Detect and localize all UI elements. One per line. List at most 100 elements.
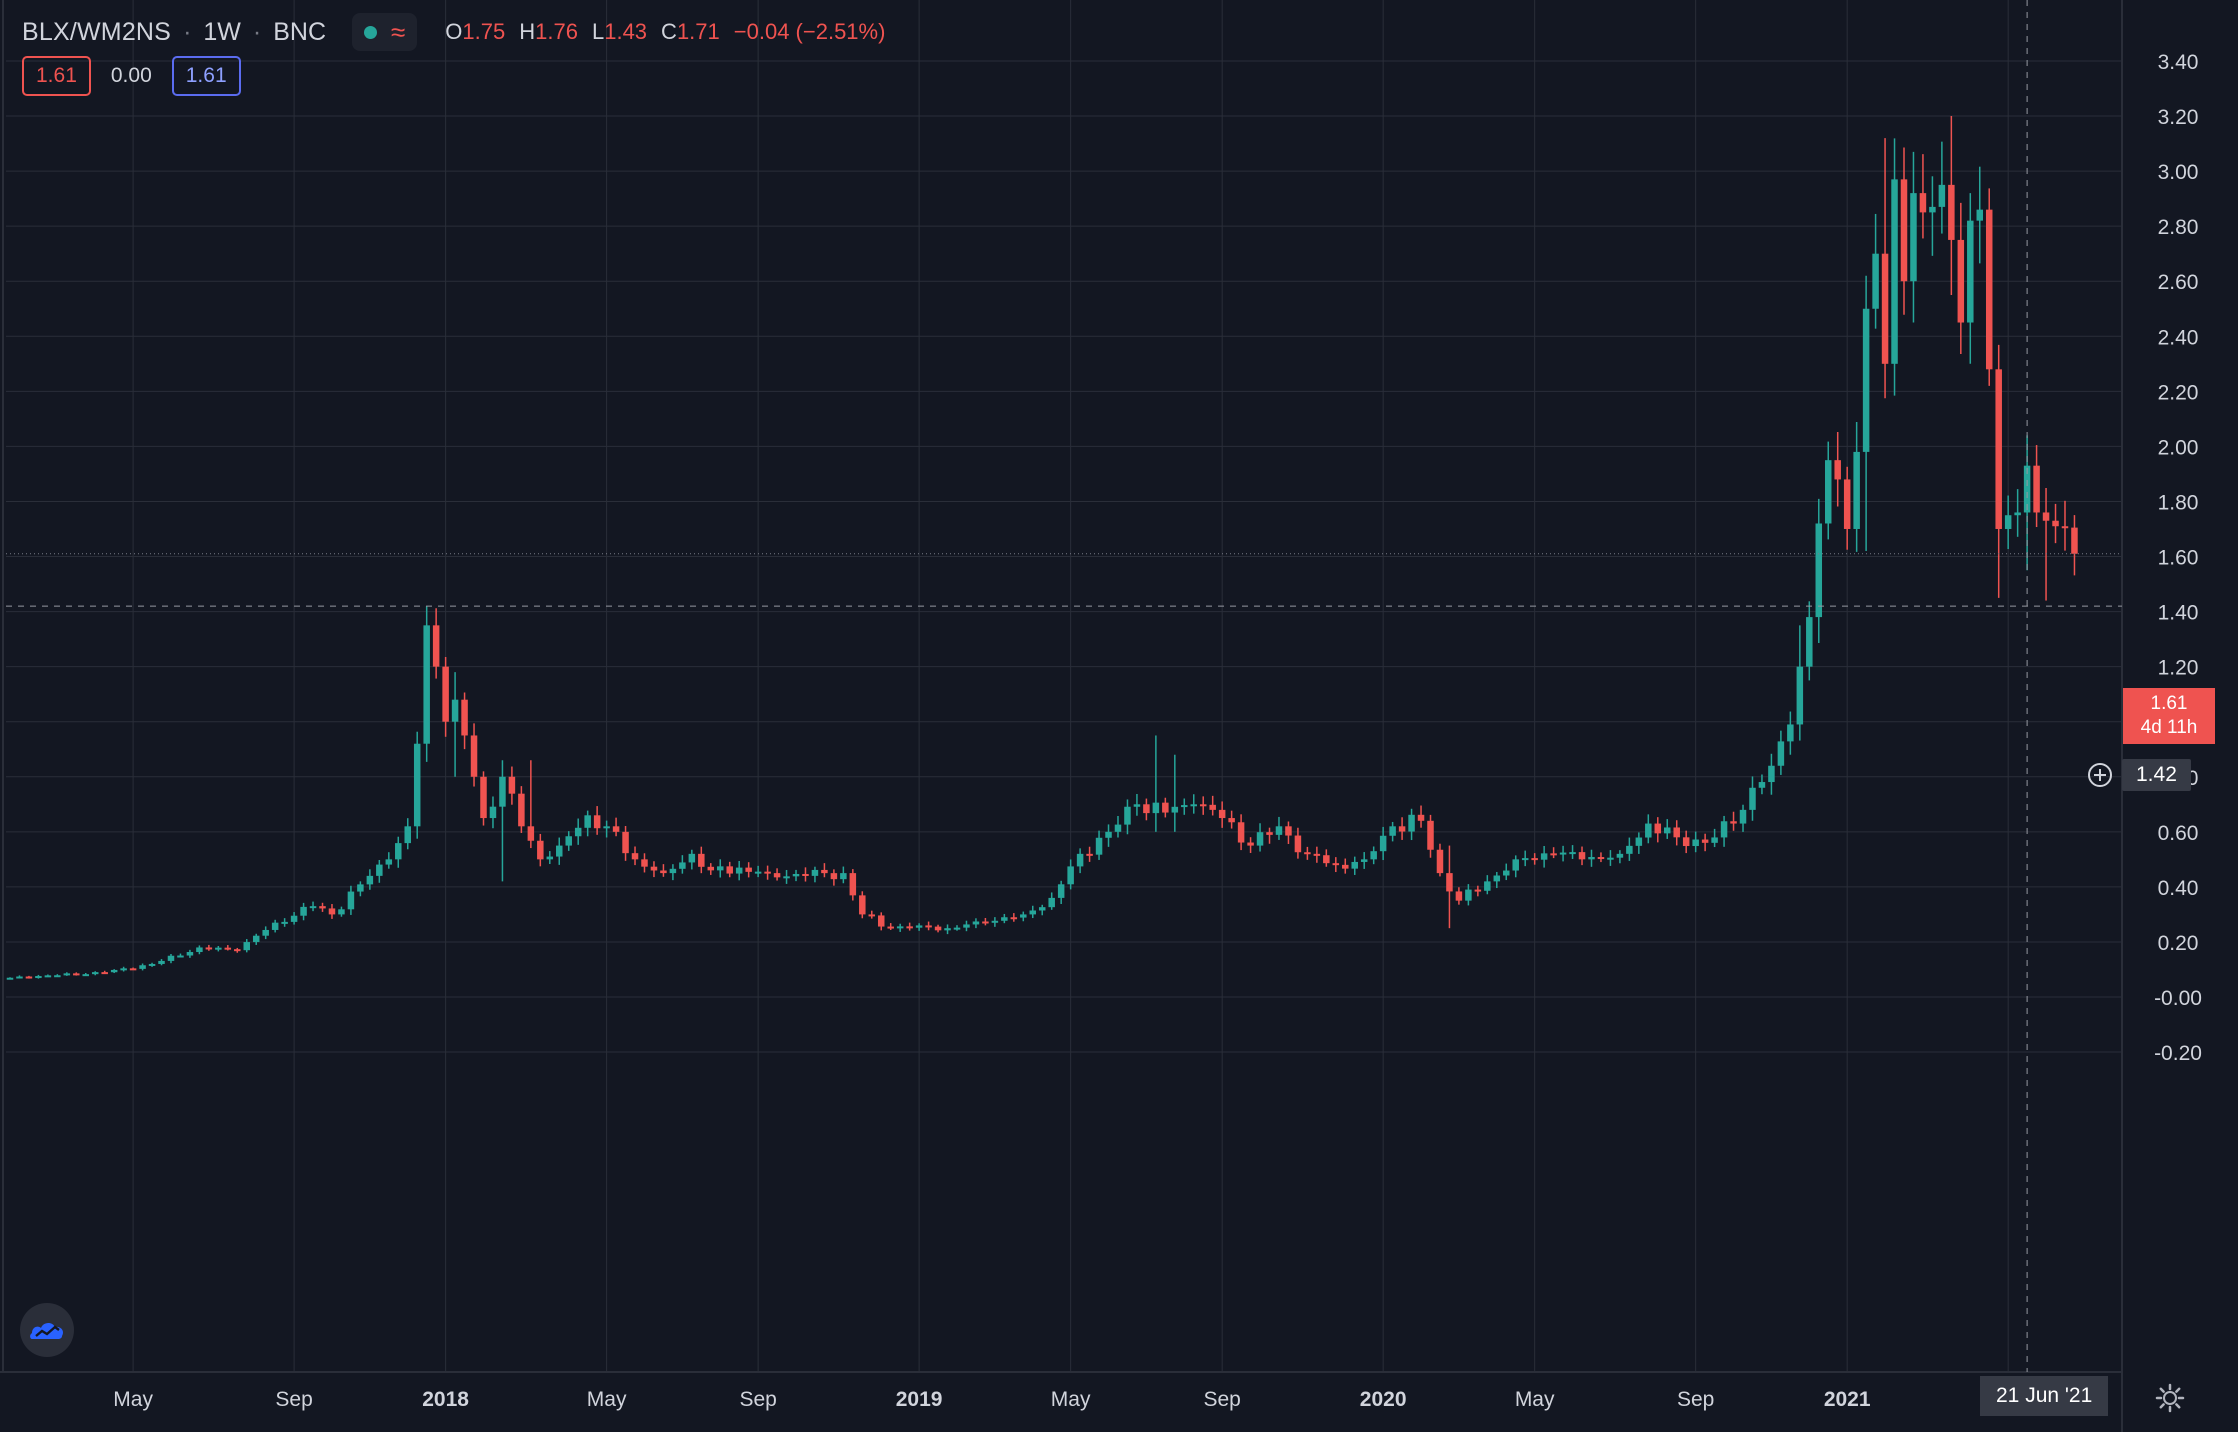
candle-body: [688, 853, 696, 863]
candle-body: [167, 955, 175, 961]
candle-body: [16, 976, 23, 979]
candle-body: [972, 921, 980, 925]
candle-body: [925, 925, 932, 928]
candle-body: [1777, 741, 1785, 766]
candle-body: [2004, 515, 2012, 529]
candle-body: [821, 869, 828, 874]
candle-body: [120, 968, 127, 971]
candle-body: [1910, 193, 1917, 282]
candle-body: [281, 921, 288, 924]
y-tick-label: 1.20: [2158, 657, 2199, 680]
candle-body: [1711, 837, 1718, 843]
tradingview-logo-icon[interactable]: [20, 1303, 74, 1357]
crosshair-price-label: 1.42: [2122, 759, 2191, 791]
candle-body: [1569, 852, 1576, 855]
x-tick-label: Sep: [1203, 1388, 1240, 1411]
candle-body: [2052, 520, 2059, 527]
candle-body: [1218, 809, 1226, 819]
candle-body: [451, 699, 459, 722]
candle-body: [1739, 809, 1747, 824]
candle-body: [1408, 814, 1415, 832]
candle-body: [1427, 820, 1434, 850]
candle-body: [129, 968, 137, 971]
candle-body: [1929, 206, 1936, 213]
candle-body: [44, 975, 52, 978]
candle-body: [1635, 837, 1643, 846]
candle-body: [1190, 804, 1197, 807]
candle-body: [177, 955, 184, 958]
separator-dot: ·: [183, 17, 192, 46]
candle-body: [650, 866, 658, 871]
y-tick-label: 0.60: [2158, 822, 2199, 845]
symbol-label[interactable]: BLX/WM2NS: [22, 17, 172, 46]
y-tick-label: 2.60: [2158, 271, 2199, 294]
candle-body: [1872, 253, 1879, 309]
candle-body: [698, 853, 705, 867]
candle-body: [54, 975, 61, 978]
candle-body: [2023, 465, 2031, 513]
candle-body: [413, 743, 421, 827]
y-tick-label: 1.60: [2158, 547, 2199, 570]
candle-body: [432, 625, 440, 667]
candle-body: [1086, 853, 1093, 856]
candle-body: [347, 891, 355, 910]
candle-body: [366, 875, 374, 885]
market-status-pill[interactable]: ≈: [352, 13, 418, 51]
indicator-value-c[interactable]: 1.61: [171, 56, 241, 96]
candle-body: [309, 906, 317, 909]
candle-body: [1256, 832, 1264, 846]
indicator-value-a[interactable]: 1.61: [22, 56, 91, 96]
candle-body: [82, 974, 90, 977]
candle-body: [1843, 479, 1851, 529]
candle-body: [1133, 804, 1141, 807]
add-alert-icon[interactable]: [2082, 757, 2118, 793]
candle-body: [357, 884, 364, 892]
candle-body: [6, 977, 14, 980]
candle-body: [1455, 891, 1463, 901]
candle-body: [1351, 861, 1358, 869]
candle-body: [1029, 910, 1037, 915]
candle-body: [262, 929, 269, 936]
candle-body: [1512, 859, 1519, 871]
candle-body: [1010, 917, 1018, 920]
candle-body: [1266, 832, 1273, 835]
candle-body: [35, 976, 42, 979]
candle-body: [1645, 823, 1652, 838]
candle-body: [1559, 852, 1567, 855]
candle-body: [745, 867, 752, 872]
candle-body: [1673, 827, 1680, 838]
candle-body: [1967, 220, 1974, 323]
interval-label[interactable]: 1W: [203, 17, 241, 46]
candle-body: [1976, 209, 1984, 221]
candle-body: [2071, 527, 2078, 554]
candle-body: [404, 826, 411, 844]
candle-body: [1834, 460, 1841, 480]
settings-gear-icon[interactable]: [2150, 1378, 2190, 1418]
candle-body: [1323, 855, 1330, 864]
candle-body: [1313, 853, 1321, 856]
candle-body: [660, 870, 667, 874]
candle-body: [1503, 870, 1510, 876]
exchange-label: BNC: [273, 17, 327, 46]
candle-body: [1607, 857, 1614, 860]
candle-body: [1143, 804, 1150, 814]
indicator-legend[interactable]: 1.61 0.00 1.61: [22, 56, 241, 96]
candle-body: [906, 926, 913, 929]
high-value: 1.76: [535, 19, 578, 44]
candle-body: [811, 869, 819, 876]
candle-body: [470, 735, 478, 777]
candle-body: [896, 926, 904, 929]
x-tick-label: 2021: [1824, 1388, 1871, 1411]
candle-body: [1199, 804, 1207, 807]
candle-body: [1370, 851, 1377, 860]
close-value: 1.71: [676, 19, 720, 44]
candle-body: [1342, 864, 1349, 869]
candle-body: [196, 947, 203, 953]
candle-body: [1616, 853, 1624, 858]
candle-body: [1162, 802, 1169, 813]
open-value: 1.75: [462, 19, 506, 44]
candle-body: [442, 666, 449, 722]
candle-body: [1796, 666, 1804, 725]
x-tick-label: 2020: [1360, 1388, 1407, 1411]
